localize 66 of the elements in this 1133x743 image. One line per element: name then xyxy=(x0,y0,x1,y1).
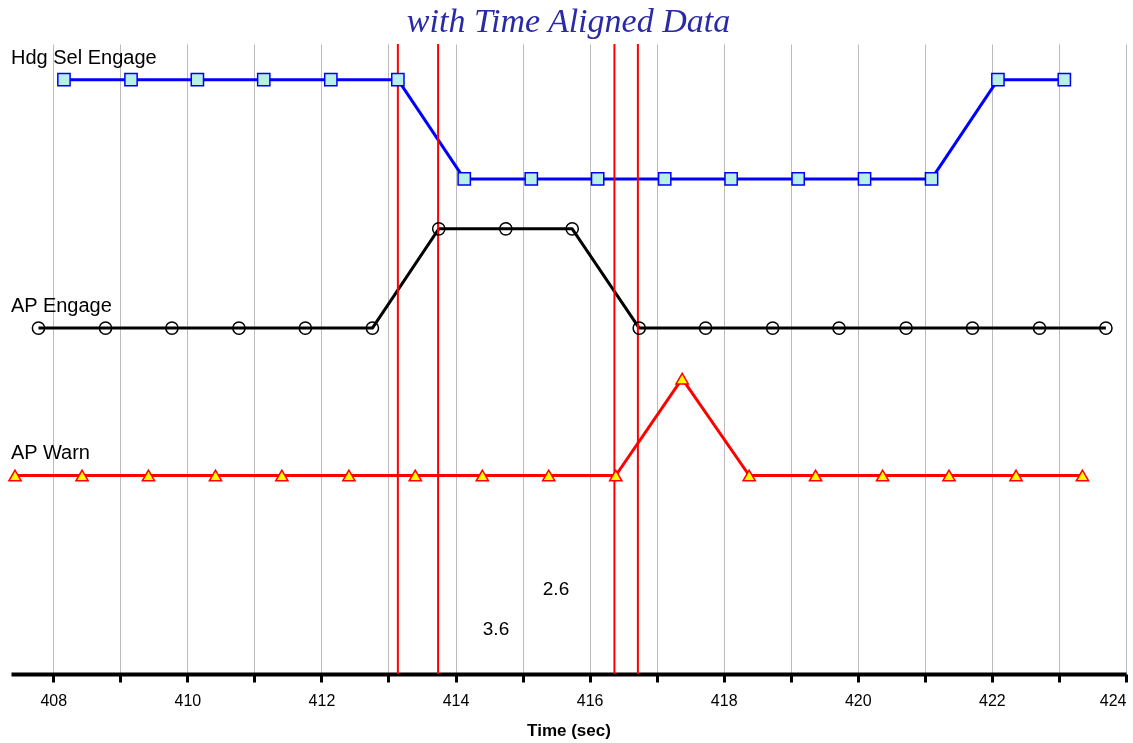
x-tick-label: 416 xyxy=(576,691,604,709)
chart-title: with Time Aligned Data xyxy=(406,2,731,39)
point xyxy=(590,172,605,186)
point xyxy=(390,72,405,87)
point xyxy=(342,469,356,482)
point xyxy=(457,172,472,186)
point xyxy=(965,321,980,335)
point xyxy=(698,321,713,335)
point xyxy=(657,172,672,186)
point xyxy=(875,469,890,482)
annotation: 2.6 xyxy=(542,578,570,599)
point xyxy=(124,72,138,87)
point xyxy=(275,469,289,482)
point xyxy=(298,321,313,335)
point xyxy=(942,469,956,482)
point xyxy=(524,172,539,186)
point xyxy=(991,72,1005,87)
point xyxy=(1032,321,1047,335)
point xyxy=(1057,72,1072,87)
point xyxy=(75,469,89,482)
point xyxy=(742,469,757,482)
point xyxy=(899,321,913,335)
point xyxy=(256,72,271,87)
series-label: AP Engage xyxy=(11,294,112,317)
point xyxy=(808,469,823,482)
point xyxy=(165,321,179,335)
point xyxy=(1099,321,1113,335)
point xyxy=(565,221,580,236)
point xyxy=(232,321,246,335)
point xyxy=(408,469,423,482)
point xyxy=(431,221,446,236)
point xyxy=(857,172,872,186)
x-tick-label: 420 xyxy=(844,691,872,709)
point xyxy=(675,372,690,385)
x-tick-label: 410 xyxy=(174,691,202,709)
x-tick-label: 412 xyxy=(308,691,336,709)
annotation: 3.6 xyxy=(482,618,510,639)
series-label: AP Warn xyxy=(11,441,90,464)
point xyxy=(57,72,71,87)
point xyxy=(791,172,806,186)
x-tick-label: 418 xyxy=(710,691,738,709)
series-label: Hdg Sel Engage xyxy=(11,45,157,68)
point xyxy=(832,321,846,335)
point xyxy=(632,321,647,335)
point xyxy=(98,321,113,335)
point xyxy=(498,221,513,236)
point xyxy=(475,469,490,482)
x-tick-label: 408 xyxy=(40,691,68,709)
point xyxy=(541,469,556,482)
point xyxy=(765,321,780,335)
x-axis-title: Time (sec) xyxy=(527,720,611,740)
x-tick-label: 414 xyxy=(442,691,470,709)
point xyxy=(141,469,156,482)
point xyxy=(1075,469,1090,482)
point xyxy=(365,321,380,335)
point xyxy=(323,72,338,87)
point xyxy=(608,469,623,482)
x-tick-label: 424 xyxy=(1099,691,1127,709)
point xyxy=(8,469,22,482)
point xyxy=(724,172,738,186)
point xyxy=(208,469,223,482)
point xyxy=(190,72,205,87)
x-tick-label: 422 xyxy=(979,691,1006,709)
point xyxy=(31,321,46,335)
point xyxy=(924,172,939,186)
point xyxy=(1009,469,1023,482)
